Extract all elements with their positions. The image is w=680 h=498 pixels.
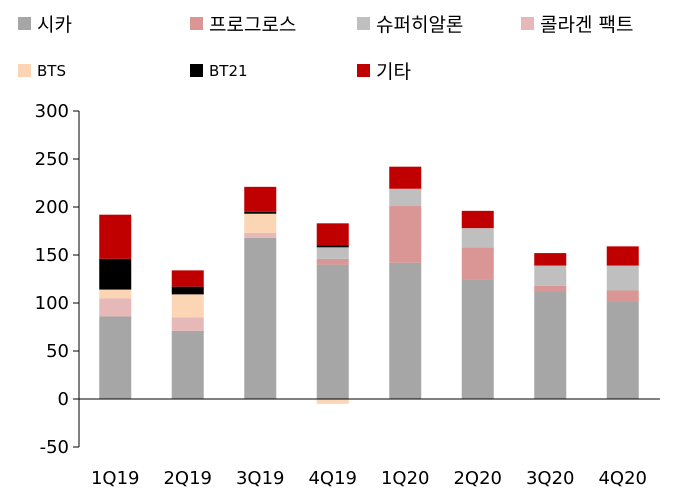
y-tick-label: 0 [58, 389, 69, 410]
bar-segment-2-4 [389, 188, 422, 207]
x-tick-label: 4Q20 [598, 468, 647, 489]
bar-segment-5-0 [99, 258, 132, 290]
legend-swatch [190, 64, 203, 77]
x-tick-label: 3Q20 [526, 468, 575, 489]
bar-segment-0-3 [316, 264, 349, 399]
bar-segment-3-2 [244, 232, 277, 238]
bar-segment-0-0 [99, 316, 132, 399]
x-tick-label: 1Q20 [381, 468, 430, 489]
bar-segment-6-1 [171, 270, 204, 287]
legend-label: 슈퍼히알론 [376, 14, 463, 36]
y-tick-label: 200 [35, 197, 69, 218]
bar-segment-4-2 [244, 213, 277, 233]
bar-segment-6-7 [606, 246, 639, 266]
bar-segment-1-3 [316, 258, 349, 265]
bar-segment-0-7 [606, 301, 639, 399]
legend-swatch [18, 64, 31, 77]
y-tick-label: -50 [40, 437, 69, 458]
legend-label: BT21 [209, 62, 248, 80]
bar-segment-6-0 [99, 214, 132, 259]
x-tick-label: 3Q19 [236, 468, 285, 489]
bars [99, 166, 639, 404]
bar-segment-2-3 [316, 247, 349, 259]
bar-segment-6-3 [316, 223, 349, 246]
bar-segment-1-7 [606, 290, 639, 302]
bar-segment-4-0 [99, 289, 132, 299]
bar-segment-0-5 [461, 279, 494, 399]
bar-segment-5-3 [316, 245, 349, 248]
y-tick-label: 50 [46, 341, 69, 362]
bar-segment-5-1 [171, 286, 204, 295]
legend-label: BTS [37, 62, 66, 80]
legend-label: 기타 [376, 61, 411, 83]
bar-segment-3-0 [99, 298, 132, 317]
bar-segment-5-2 [244, 211, 277, 214]
legend-swatch [18, 17, 31, 30]
y-tick-label: 250 [35, 149, 69, 170]
bar-segment-0-6 [534, 291, 567, 399]
bar-segment-0-1 [171, 330, 204, 399]
legend-swatch [190, 17, 203, 30]
x-tick-label: 2Q19 [163, 468, 212, 489]
bar-segment-6-4 [389, 166, 422, 189]
bar-segment-3-1 [171, 317, 204, 331]
bar-segment-1-4 [389, 206, 422, 263]
x-tick-label: 1Q19 [91, 468, 140, 489]
bar-segment-2-7 [606, 265, 639, 291]
bar-segment-1-6 [534, 285, 567, 292]
legend-label: 시카 [37, 14, 72, 36]
y-axis: -50 0 50 100 150 200 250 300 [35, 101, 80, 458]
bar-segment-6-2 [244, 186, 277, 212]
bar-segment-6-5 [461, 210, 494, 229]
bar-segment-0-2 [244, 237, 277, 399]
legend-label: 프로그로스 [209, 14, 296, 36]
bar-segment-2-6 [534, 265, 567, 286]
x-tick-label: 4Q19 [308, 468, 357, 489]
x-tick-label: 2Q20 [453, 468, 502, 489]
bar-segment-4-1 [171, 294, 204, 318]
y-tick-label: 300 [35, 101, 69, 122]
bar-segment-6-6 [534, 253, 567, 266]
legend-swatch [521, 17, 534, 30]
legend-swatch [357, 64, 370, 77]
bar-segment-4-3 [316, 399, 349, 404]
y-tick-label: 150 [35, 245, 69, 266]
x-axis: 1Q19 2Q19 3Q19 4Q19 1Q20 2Q20 3Q20 4Q20 [79, 398, 660, 489]
bar-segment-0-4 [389, 262, 422, 399]
bar-segment-1-5 [461, 247, 494, 280]
legend-swatch [357, 17, 370, 30]
y-tick-label: 100 [35, 293, 69, 314]
bar-segment-2-5 [461, 228, 494, 248]
legend-label: 콜라겐 팩트 [540, 14, 633, 36]
legend: 시카 프로그로스 슈퍼히알론 콜라겐 팩트 BTS BT21 기타 [18, 14, 633, 83]
